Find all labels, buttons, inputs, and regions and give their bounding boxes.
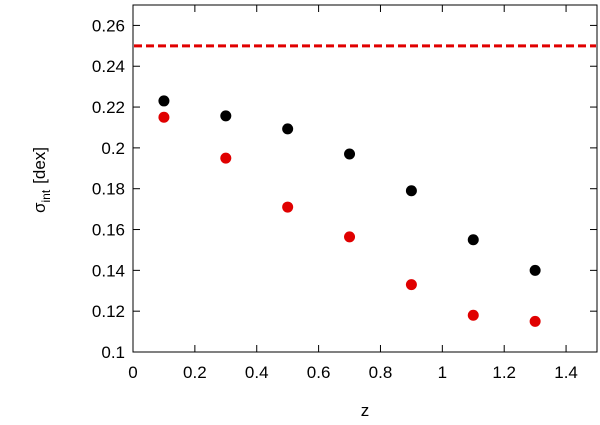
x-tick-label: 1.4 bbox=[554, 363, 578, 382]
data-point bbox=[529, 264, 541, 276]
data-point bbox=[344, 148, 356, 160]
data-point bbox=[405, 279, 417, 291]
data-point bbox=[220, 110, 232, 122]
y-tick-label: 0.26 bbox=[92, 16, 125, 35]
x-tick-label: 1.2 bbox=[492, 363, 516, 382]
data-point bbox=[282, 201, 294, 213]
y-tick-label: 0.1 bbox=[101, 343, 125, 362]
y-tick-label: 0.18 bbox=[92, 180, 125, 199]
y-label-subscript: int bbox=[39, 189, 53, 202]
y-label-unit: [dex] bbox=[30, 147, 49, 184]
y-tick-label: 0.2 bbox=[101, 139, 125, 158]
x-tick-label: 0.2 bbox=[183, 363, 207, 382]
x-tick-label: 0.4 bbox=[245, 363, 269, 382]
plot-frame bbox=[132, 4, 598, 353]
x-tick-label: 0.8 bbox=[369, 363, 393, 382]
data-point bbox=[344, 231, 356, 243]
data-point bbox=[282, 123, 294, 135]
data-point bbox=[220, 152, 232, 164]
x-tick-label: 0 bbox=[128, 363, 137, 382]
y-axis-label: σint [dex] bbox=[30, 147, 53, 213]
y-tick-label: 0.16 bbox=[92, 221, 125, 240]
y-label-symbol: σ bbox=[30, 202, 49, 213]
x-tick-label: 1 bbox=[438, 363, 447, 382]
y-tick-label: 0.12 bbox=[92, 302, 125, 321]
x-axis-label: z bbox=[361, 401, 370, 420]
data-point bbox=[405, 185, 417, 197]
y-tick-label: 0.22 bbox=[92, 98, 125, 117]
x-tick-label: 0.6 bbox=[307, 363, 331, 382]
data-point bbox=[467, 234, 479, 246]
data-point bbox=[529, 315, 541, 327]
data-point bbox=[158, 95, 170, 107]
data-point bbox=[467, 309, 479, 321]
y-tick-label: 0.24 bbox=[92, 57, 125, 76]
data-point bbox=[158, 111, 170, 123]
y-tick-label: 0.14 bbox=[92, 261, 125, 280]
